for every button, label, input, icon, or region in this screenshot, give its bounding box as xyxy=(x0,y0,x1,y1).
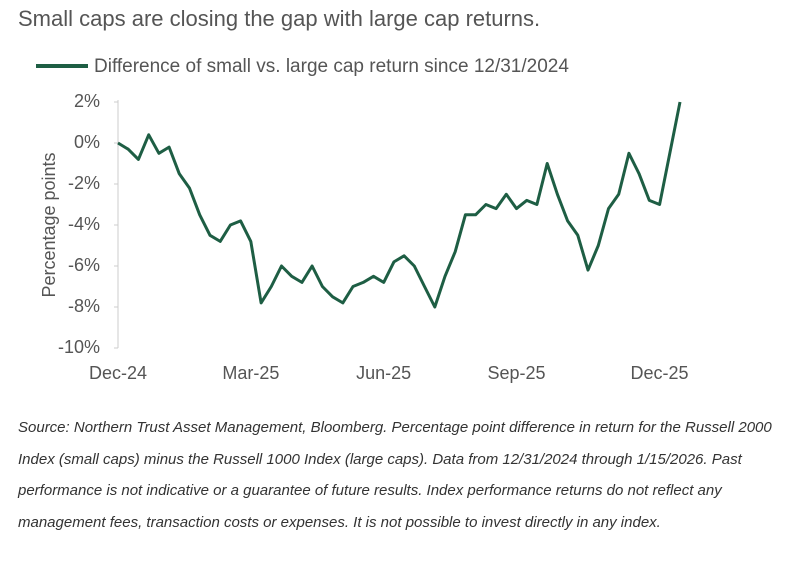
source-note: Source: Northern Trust Asset Management,… xyxy=(18,419,772,531)
y-tick-label: -8% xyxy=(68,296,100,316)
y-tick-label: 2% xyxy=(74,91,100,111)
chart-title: Small caps are closing the gap with larg… xyxy=(18,6,540,31)
y-tick-label: -10% xyxy=(58,337,100,357)
chart: Small caps are closing the gap with larg… xyxy=(18,6,689,383)
data-line xyxy=(117,101,682,309)
x-tick-label: Dec-24 xyxy=(89,363,147,383)
y-tick-label: -2% xyxy=(68,173,100,193)
y-tick-label: -4% xyxy=(68,214,100,234)
x-tick-label: Dec-25 xyxy=(631,363,689,383)
x-tick-label: Jun-25 xyxy=(356,363,411,383)
x-tick-label: Sep-25 xyxy=(487,363,545,383)
y-tick-label: 0% xyxy=(74,132,100,152)
legend-label: Difference of small vs. large cap return… xyxy=(94,56,569,77)
y-axis-label: Percentage points xyxy=(39,152,59,297)
x-tick-label: Mar-25 xyxy=(222,363,279,383)
y-tick-label: -6% xyxy=(68,255,100,275)
